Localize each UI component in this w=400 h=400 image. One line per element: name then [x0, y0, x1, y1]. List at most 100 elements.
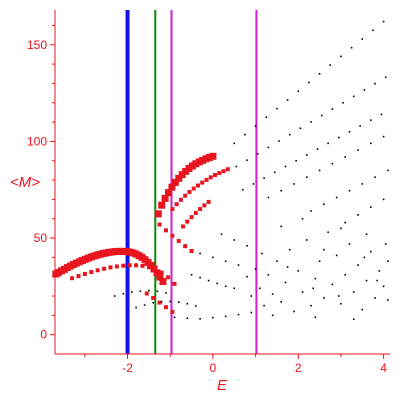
point-s2-59 — [374, 176, 376, 178]
point-s2-100 — [250, 295, 253, 297]
point-s2-111 — [301, 291, 304, 293]
y-tick-label-2: 100 — [27, 134, 47, 148]
axis-ticks: -2 0 2 4 0 50 100 150 — [27, 24, 387, 375]
point-s2-5 — [286, 99, 289, 101]
point-s2-15 — [235, 165, 238, 168]
point-s2-1 — [244, 133, 246, 136]
point-s0-38 — [158, 201, 166, 209]
point-s2-83 — [212, 316, 214, 319]
point-s2-109 — [293, 310, 295, 313]
point-s1-32 — [185, 219, 190, 224]
point-s1-19 — [178, 197, 183, 202]
point-s2-122 — [348, 243, 351, 245]
point-s2-80 — [173, 316, 176, 319]
point-s2-44 — [267, 196, 270, 199]
point-s2-116 — [323, 297, 325, 299]
point-s2-67 — [131, 291, 133, 293]
point-s2-32 — [263, 177, 265, 179]
point-s2-27 — [363, 89, 366, 91]
point-s2-104 — [271, 293, 274, 295]
point-s0-40 — [165, 189, 173, 197]
point-s2-71 — [165, 292, 167, 294]
point-s2-106 — [280, 301, 282, 303]
point-s2-2 — [254, 125, 257, 127]
point-s2-94 — [212, 256, 214, 259]
point-s2-76 — [169, 300, 172, 303]
point-s1-18 — [174, 202, 179, 207]
point-s2-70 — [156, 290, 159, 292]
point-s2-101 — [259, 287, 261, 290]
point-s2-60 — [387, 169, 389, 172]
point-s1-1 — [76, 274, 81, 279]
point-s2-43 — [380, 113, 383, 116]
point-s2-139 — [352, 318, 355, 321]
point-s2-89 — [207, 279, 210, 282]
point-s2-81 — [186, 317, 189, 320]
point-s2-12 — [361, 38, 364, 40]
point-s2-75 — [160, 301, 163, 303]
point-s2-125 — [361, 308, 364, 311]
point-s2-127 — [369, 250, 372, 253]
point-s1-44 — [144, 291, 149, 296]
point-s2-114 — [314, 277, 317, 280]
point-s1-22 — [191, 186, 196, 191]
point-s2-55 — [323, 203, 325, 206]
point-s2-135 — [323, 248, 325, 251]
point-s2-84 — [224, 315, 227, 318]
point-s1-20 — [183, 193, 188, 198]
point-s2-46 — [293, 183, 295, 185]
point-s2-19 — [278, 140, 280, 142]
x-tick-label-2: 2 — [295, 361, 302, 375]
point-s0-36 — [159, 278, 167, 286]
point-s2-142 — [246, 275, 248, 278]
point-s2-146 — [337, 295, 340, 297]
point-s2-21 — [299, 127, 302, 130]
point-s1-0 — [70, 276, 75, 281]
point-s2-10 — [340, 55, 342, 58]
point-s1-5 — [102, 266, 107, 271]
point-s1-30 — [225, 167, 230, 172]
point-s2-85 — [237, 313, 240, 316]
point-s1-39 — [163, 228, 168, 233]
point-s2-40 — [348, 130, 351, 133]
point-s2-16 — [246, 159, 248, 161]
point-s2-136 — [340, 227, 342, 230]
x-tick-label-0: -2 — [122, 361, 133, 375]
point-s0-39 — [161, 194, 169, 202]
point-s2-118 — [331, 283, 334, 286]
point-s1-24 — [200, 180, 205, 185]
point-s0-37 — [154, 210, 162, 218]
point-s2-66 — [122, 292, 125, 295]
point-s1-28 — [217, 171, 222, 176]
x-axis-label: E — [217, 377, 228, 394]
point-s2-58 — [361, 183, 364, 185]
point-s2-17 — [256, 152, 259, 155]
point-s2-26 — [352, 95, 355, 98]
point-s2-112 — [305, 239, 308, 241]
point-s2-33 — [273, 171, 276, 174]
y-tick-label-1: 50 — [34, 231, 48, 245]
point-s2-96 — [237, 264, 240, 266]
point-s1-10 — [134, 263, 139, 268]
point-s2-0 — [233, 142, 236, 145]
point-s2-108 — [288, 248, 291, 251]
point-s2-105 — [276, 260, 278, 263]
point-s2-110 — [297, 270, 300, 272]
point-s2-20 — [288, 133, 291, 136]
point-s2-57 — [348, 189, 351, 192]
x-tick-label-3: 4 — [380, 361, 387, 375]
point-s1-42 — [183, 244, 188, 249]
point-s2-141 — [271, 314, 274, 317]
point-s2-23 — [320, 114, 323, 117]
point-s2-29 — [384, 76, 387, 79]
point-s2-69 — [148, 289, 150, 292]
point-s1-46 — [157, 300, 162, 305]
point-s2-6 — [297, 90, 300, 92]
point-s2-38 — [327, 142, 329, 145]
point-s2-113 — [310, 304, 312, 307]
point-s2-74 — [152, 301, 154, 304]
point-s2-131 — [387, 260, 389, 263]
point-s2-123 — [352, 291, 355, 293]
point-s2-147 — [363, 256, 366, 259]
point-s1-38 — [157, 222, 162, 227]
